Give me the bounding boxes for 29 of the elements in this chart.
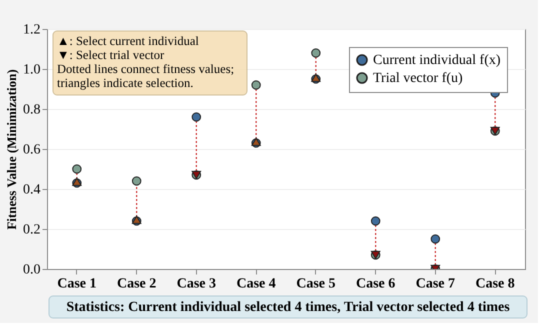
x-tick-label: Case 8 [475, 276, 515, 292]
y-tick-label: 1.2 [23, 22, 40, 38]
x-tick-label: Case 1 [57, 276, 97, 292]
x-tick-label: Case 6 [356, 276, 396, 292]
y-tick-label: 1.0 [23, 62, 40, 78]
point [430, 234, 440, 244]
point [72, 164, 82, 174]
y-tick-label: 0.2 [23, 222, 40, 238]
legend-label: Trial vector f(u) [373, 71, 464, 86]
x-tick-label: Case 4 [236, 276, 276, 292]
x-tick-label: Case 3 [176, 276, 216, 292]
annotation: ▼: Select trial vector [57, 48, 165, 62]
y-tick-label: 0.4 [23, 182, 40, 198]
point [132, 176, 142, 186]
x-tick-label: Case 2 [116, 276, 156, 292]
text: Statistics: Current individual selected 4 times, Trial vector selected 4 times [66, 300, 510, 315]
y-axis-title: Fitness Value (Minimization) [4, 69, 19, 230]
x-tick-label: Case 7 [416, 276, 456, 292]
y-tick-label: 0.6 [23, 142, 40, 158]
legend-label: Current individual f(x) [373, 53, 501, 68]
point [251, 80, 261, 90]
y-tick-label: 0.0 [23, 262, 40, 278]
annotation: Dotted lines connect fitness values; triangles indicate selection. [57, 62, 234, 90]
x-tick-label: Case 5 [296, 276, 336, 292]
point [370, 216, 380, 226]
y-tick-label: 0.8 [23, 102, 40, 118]
annotation: ▲: Select current individual [57, 34, 200, 48]
point [192, 112, 202, 122]
point [311, 48, 321, 58]
